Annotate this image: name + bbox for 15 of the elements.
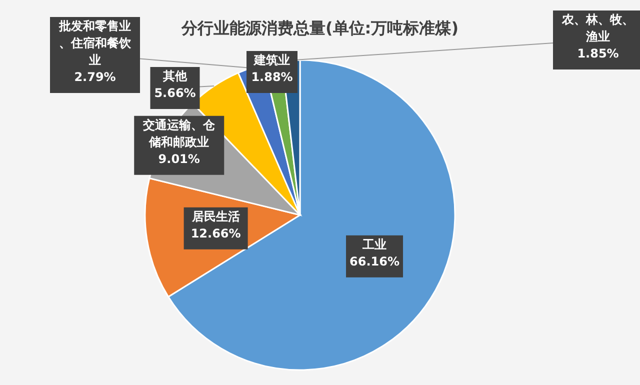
slice-label: 交通运输、仓储和邮政业 (142, 118, 216, 149)
slice-label: 建筑业 (253, 53, 290, 67)
data-label: 12.66% (190, 226, 241, 240)
data-label: 9.01% (158, 152, 200, 166)
slice-label: 其他 (162, 69, 188, 83)
data-label: 66.16% (350, 254, 400, 268)
slice-label: 农、林、牧、渔业 (561, 12, 634, 44)
slice-label: 批发和零售业、住宿和餐饮业 (58, 19, 132, 67)
data-label: 5.66% (154, 86, 196, 100)
data-label: 1.85% (577, 46, 619, 60)
data-label: 1.88% (251, 70, 293, 84)
data-label: 2.79% (74, 70, 116, 84)
slice-label: 工业 (362, 237, 387, 252)
chart-title: 分行业能源消费总量(单位:万吨标准煤) (180, 18, 459, 38)
slice-label: 居民生活 (190, 209, 240, 224)
